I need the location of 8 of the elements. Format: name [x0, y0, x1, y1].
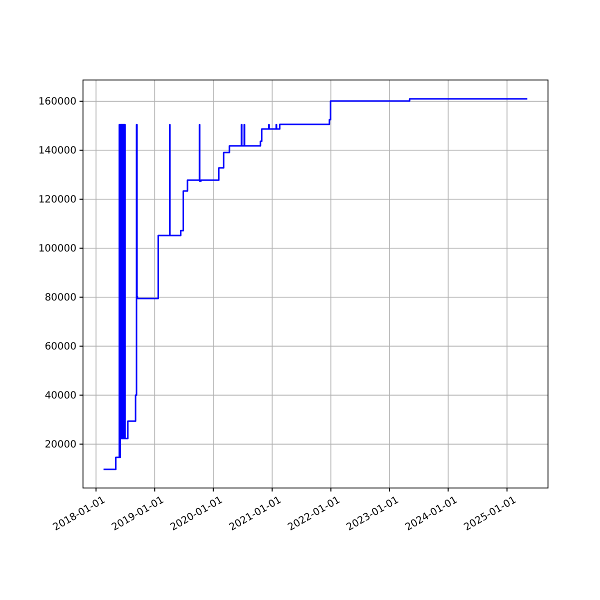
y-tick-label: 160000: [38, 96, 76, 108]
y-tick-label: 40000: [44, 390, 76, 402]
y-tick-label: 60000: [44, 341, 76, 352]
y-tick-label: 100000: [38, 243, 76, 254]
y-tick-label: 120000: [38, 194, 76, 206]
y-tick-label: 20000: [44, 439, 76, 450]
y-tick-label: 140000: [38, 145, 76, 156]
y-tick-label: 80000: [44, 292, 76, 304]
